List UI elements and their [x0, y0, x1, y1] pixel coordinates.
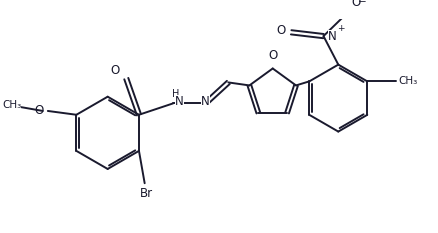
Text: +: +: [338, 24, 345, 33]
Text: O: O: [351, 0, 360, 9]
Text: O: O: [34, 104, 44, 117]
Text: N: N: [328, 30, 336, 43]
Text: N: N: [201, 95, 210, 108]
Text: CH₃: CH₃: [2, 100, 21, 110]
Text: O: O: [268, 49, 277, 62]
Text: −: −: [358, 0, 367, 7]
Text: O: O: [111, 64, 120, 76]
Text: H: H: [172, 89, 179, 99]
Text: Br: Br: [140, 188, 153, 200]
Text: CH₃: CH₃: [398, 76, 417, 86]
Text: O: O: [277, 24, 286, 37]
Text: N: N: [175, 95, 184, 108]
